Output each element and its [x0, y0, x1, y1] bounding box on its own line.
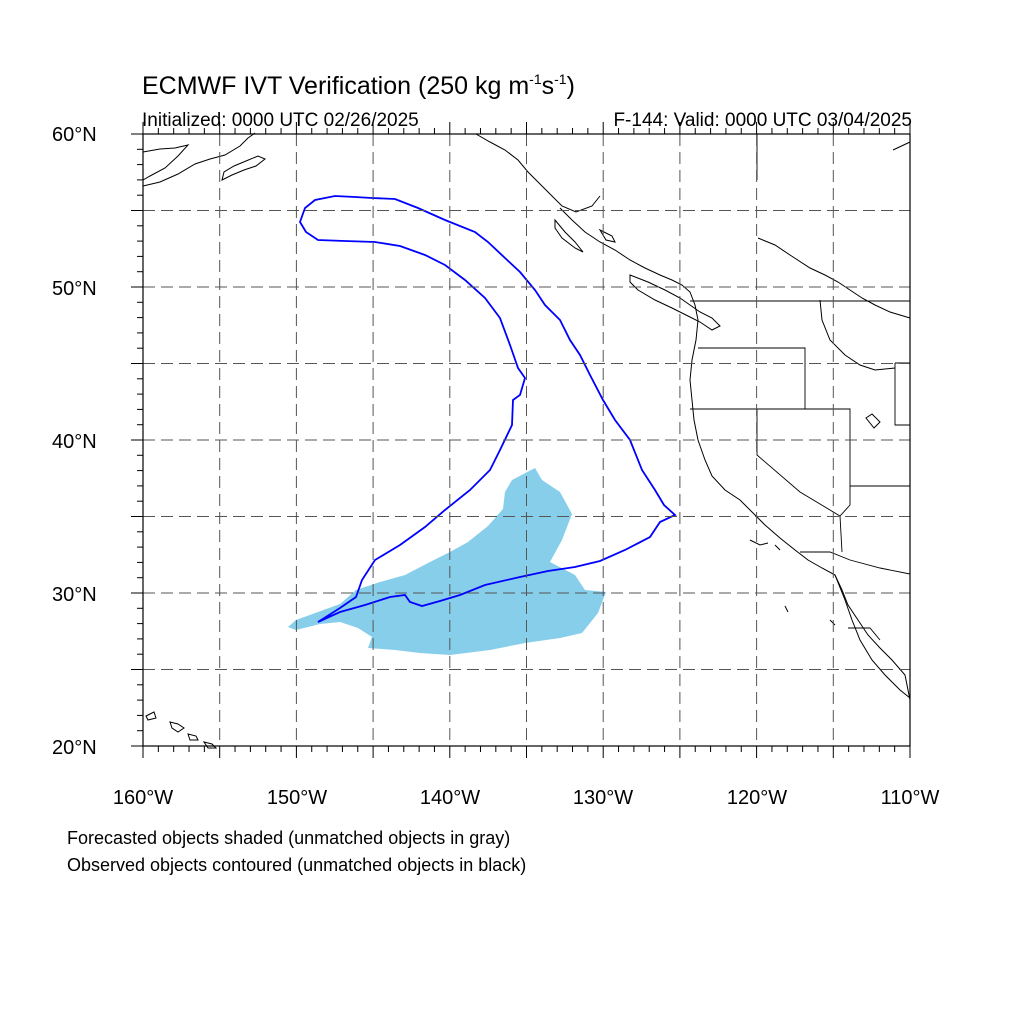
lon-label-140w: 140°W — [419, 787, 481, 809]
lon-label-160w: 160°W — [112, 787, 174, 809]
forecast-object — [288, 468, 606, 655]
lon-label-150w: 150°W — [266, 787, 328, 809]
coastlines — [142, 132, 911, 749]
state-borders — [690, 134, 911, 641]
lat-label-50n: 50°N — [52, 278, 97, 300]
legend-observed-note: Observed objects contoured (unmatched ob… — [67, 855, 527, 875]
lat-label-60n: 60°N — [52, 124, 97, 146]
lat-lon-grid — [143, 134, 910, 746]
observed-object-contour — [299, 195, 677, 623]
chart-title: ECMWF IVT Verification (250 kg m-1s-1) — [142, 71, 575, 100]
lon-label-110w: 110°W — [880, 787, 940, 809]
initialized-label: Initialized: 0000 UTC 02/26/2025 — [142, 110, 419, 131]
lat-label-30n: 30°N — [52, 584, 97, 606]
valid-time-label: F-144: Valid: 0000 UTC 03/04/2025 — [613, 110, 912, 131]
lon-label-130w: 130°W — [572, 787, 634, 809]
lon-label-120w: 120°W — [726, 787, 788, 809]
lat-label-40n: 40°N — [52, 431, 97, 453]
map-frame — [142, 133, 911, 747]
axis-ticks — [131, 122, 911, 758]
lat-label-20n: 20°N — [52, 737, 97, 759]
legend-forecast-note: Forecasted objects shaded (unmatched obj… — [67, 828, 511, 848]
